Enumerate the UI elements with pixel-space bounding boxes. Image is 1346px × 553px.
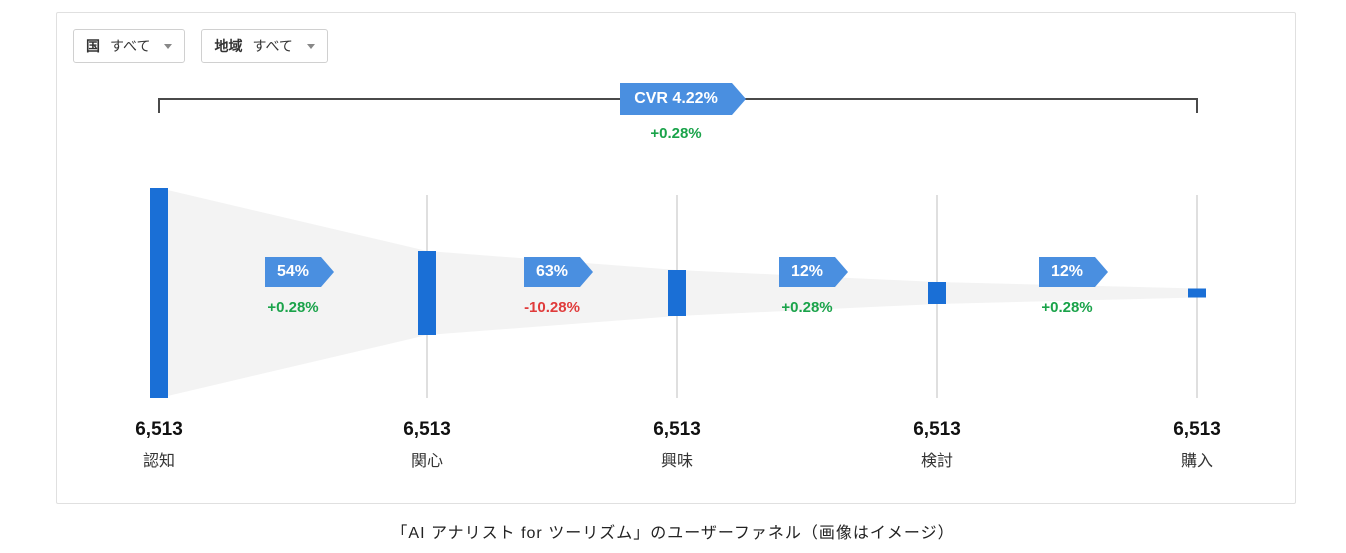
funnel-transition: 12% +0.28% xyxy=(1007,257,1127,316)
funnel-stage: 6,513 購入 xyxy=(1137,419,1257,471)
transition-delta: +0.28% xyxy=(747,299,867,316)
stage-label: 興味 xyxy=(617,447,737,471)
funnel-stage: 6,513 認知 xyxy=(99,419,219,471)
funnel-chart: CVR 4.22%+0.28%6,513認知6,513関心6,513興味6,51… xyxy=(57,83,1295,463)
filter-country-label: 国 xyxy=(86,36,100,56)
cvr-delta: +0.28% xyxy=(57,125,1295,142)
stage-label: 関心 xyxy=(367,447,487,471)
transition-rate-badge: 12% xyxy=(1039,257,1095,287)
funnel-bar xyxy=(928,282,946,304)
stage-value: 6,513 xyxy=(367,419,487,441)
stage-value: 6,513 xyxy=(1137,419,1257,441)
transition-rate-badge: 63% xyxy=(524,257,580,287)
filter-region-value: すべて xyxy=(252,36,292,56)
funnel-transition: 12% +0.28% xyxy=(747,257,867,316)
funnel-stage: 6,513 興味 xyxy=(617,419,737,471)
funnel-bar xyxy=(668,270,686,316)
stage-value: 6,513 xyxy=(617,419,737,441)
cvr-summary: CVR 4.22% +0.28% xyxy=(57,83,1295,142)
filter-region-label: 地域 xyxy=(214,36,242,56)
funnel-stage: 6,513 関心 xyxy=(367,419,487,471)
stage-label: 検討 xyxy=(877,447,997,471)
transition-delta: -10.28% xyxy=(492,299,612,316)
funnel-bar xyxy=(150,188,168,398)
filter-country[interactable]: 国 すべて xyxy=(73,29,185,63)
stage-value: 6,513 xyxy=(877,419,997,441)
filter-bar: 国 すべて 地域 すべて xyxy=(73,29,328,63)
figure-caption: 「AI アナリスト for ツーリズム」のユーザーファネル（画像はイメージ） xyxy=(0,519,1346,543)
funnel-transition: 63% -10.28% xyxy=(492,257,612,316)
filter-country-value: すべて xyxy=(110,36,150,56)
dashboard-panel: 国 すべて 地域 すべて CVR 4.22%+0.28%6,513認知6,513… xyxy=(56,12,1296,504)
transition-delta: +0.28% xyxy=(1007,299,1127,316)
funnel-stage: 6,513 検討 xyxy=(877,419,997,471)
transition-rate-badge: 12% xyxy=(779,257,835,287)
transition-delta: +0.28% xyxy=(233,299,353,316)
caret-down-icon xyxy=(307,44,315,49)
funnel-transition: 54% +0.28% xyxy=(233,257,353,316)
funnel-bar xyxy=(418,251,436,335)
stage-label: 購入 xyxy=(1137,447,1257,471)
stage-value: 6,513 xyxy=(99,419,219,441)
stage-label: 認知 xyxy=(99,447,219,471)
cvr-badge: CVR 4.22% xyxy=(620,83,732,115)
caret-down-icon xyxy=(164,44,172,49)
funnel-bar xyxy=(1188,289,1206,298)
transition-rate-badge: 54% xyxy=(265,257,321,287)
filter-region[interactable]: 地域 すべて xyxy=(201,29,327,63)
